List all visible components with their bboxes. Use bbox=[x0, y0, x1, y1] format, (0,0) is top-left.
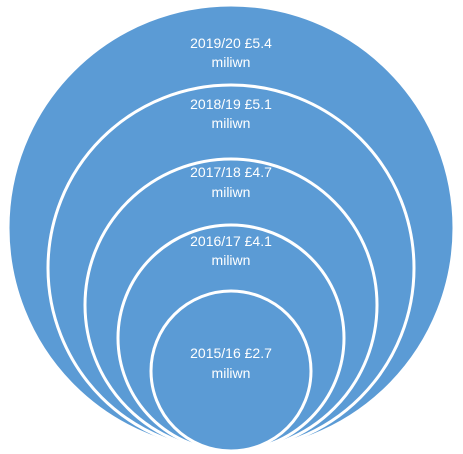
ring-label-2016-17: 2016/17 £4.1 miliwn bbox=[190, 233, 272, 268]
ring-label-unit: miliwn bbox=[212, 184, 251, 200]
ring-label-2015-16: 2015/16 £2.7 miliwn bbox=[190, 345, 272, 381]
ring-label-2017-18: 2017/18 £4.7 miliwn bbox=[190, 164, 272, 200]
ring-2015-16 bbox=[149, 289, 313, 453]
ring-label-period-amount: 2015/16 £2.7 bbox=[190, 345, 272, 361]
ring-label-unit: miliwn bbox=[212, 115, 251, 131]
ring-label-2019-20: 2019/20 £5.4 miliwn bbox=[190, 35, 272, 70]
ring-label-unit: miliwn bbox=[212, 365, 251, 381]
circles-layer bbox=[6, 3, 456, 453]
ring-label-period-amount: 2016/17 £4.1 bbox=[190, 233, 272, 249]
ring-label-period-amount: 2019/20 £5.4 bbox=[190, 35, 272, 51]
ring-label-period-amount: 2017/18 £4.7 bbox=[190, 164, 272, 180]
ring-label-unit: miliwn bbox=[212, 252, 251, 268]
ring-label-2018-19: 2018/19 £5.1 miliwn bbox=[190, 96, 272, 131]
ring-label-period-amount: 2018/19 £5.1 bbox=[190, 96, 272, 112]
ring-label-unit: miliwn bbox=[212, 54, 251, 70]
